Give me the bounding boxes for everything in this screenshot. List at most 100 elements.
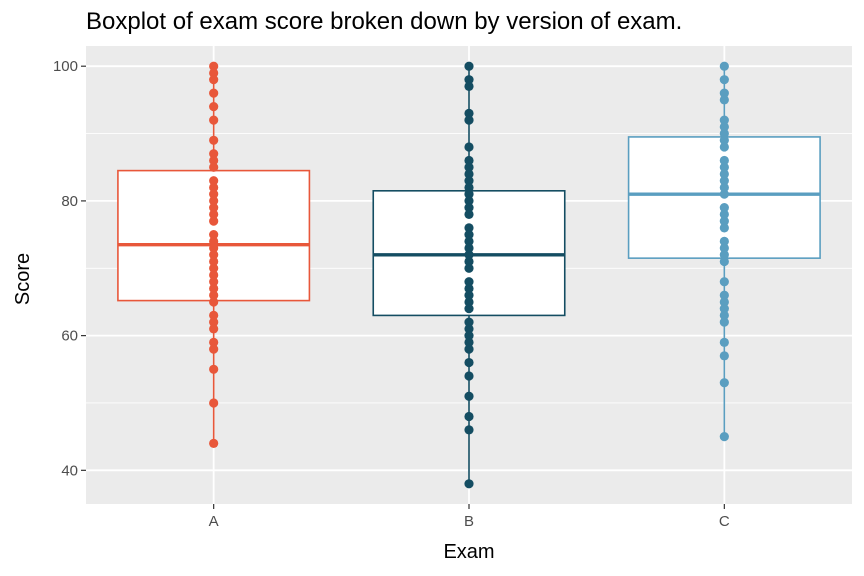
data-point (719, 432, 729, 442)
data-point (209, 337, 219, 347)
data-point (464, 337, 474, 347)
data-point (719, 122, 729, 132)
box-c (627, 61, 821, 442)
data-point (464, 203, 474, 213)
data-point (719, 169, 729, 179)
data-point (464, 196, 474, 206)
data-point (719, 297, 729, 307)
data-point (719, 337, 729, 347)
data-point (719, 277, 729, 287)
data-point (209, 283, 219, 294)
x-axis-title: Exam (443, 541, 494, 563)
data-point (464, 61, 474, 71)
data-point (464, 479, 474, 489)
data-point (719, 142, 729, 152)
data-point (464, 108, 474, 118)
data-point (464, 344, 474, 354)
data-point (464, 142, 474, 152)
data-point (209, 290, 219, 300)
data-point (209, 216, 219, 226)
data-point (464, 425, 474, 435)
data-point (719, 216, 729, 226)
data-point (719, 176, 729, 186)
data-point (209, 75, 219, 85)
data-point (464, 75, 474, 85)
data-point (209, 277, 219, 287)
x-tick-label: A (209, 513, 219, 530)
data-point (464, 169, 474, 179)
data-point (464, 236, 474, 246)
data-point (209, 243, 219, 253)
data-point (209, 229, 219, 240)
data-point (464, 209, 474, 219)
data-point (719, 182, 729, 193)
data-point (209, 196, 219, 206)
data-point (719, 256, 729, 267)
data-point (209, 135, 219, 145)
data-point (719, 155, 729, 166)
data-point (719, 135, 729, 145)
data-point (464, 182, 474, 193)
x-tick-label: B (464, 513, 474, 530)
data-point (464, 411, 474, 422)
data-point (209, 398, 219, 408)
data-point (464, 324, 474, 334)
data-point (719, 75, 729, 85)
data-point (464, 304, 474, 314)
data-point (209, 263, 219, 273)
data-point (209, 162, 219, 172)
data-point (464, 357, 474, 368)
data-point (719, 128, 729, 139)
data-point (209, 256, 219, 267)
data-point (209, 155, 219, 166)
data-point (464, 81, 474, 92)
data-point (719, 203, 729, 213)
x-tick-label: C (719, 513, 730, 530)
data-point (209, 364, 219, 374)
data-point (464, 331, 474, 341)
data-point (464, 250, 474, 260)
box-series (117, 61, 821, 489)
data-point (464, 115, 474, 125)
y-tick-label: 60 (61, 328, 78, 345)
data-point (209, 236, 219, 246)
data-point (719, 250, 729, 260)
data-point (719, 95, 729, 105)
data-point (719, 243, 729, 253)
data-point (719, 378, 729, 388)
data-point (464, 290, 474, 300)
data-point (209, 115, 219, 125)
data-point (719, 189, 729, 199)
data-point (209, 189, 219, 199)
data-point (209, 88, 219, 98)
data-point (464, 162, 474, 172)
data-point (719, 304, 729, 314)
data-point (209, 310, 219, 321)
data-point (209, 182, 219, 193)
data-point (209, 250, 219, 260)
data-point (464, 317, 474, 327)
data-point (719, 223, 729, 233)
data-point (209, 438, 219, 448)
data-point (464, 223, 474, 233)
data-point (209, 209, 219, 219)
data-point (209, 102, 219, 112)
data-point (464, 189, 474, 199)
data-point (209, 317, 219, 327)
data-point (719, 115, 729, 125)
data-point (464, 391, 474, 401)
data-point (719, 317, 729, 327)
data-point (209, 324, 219, 334)
box-b (372, 61, 566, 489)
data-point (209, 203, 219, 213)
box-a (117, 61, 311, 448)
data-point (209, 68, 219, 78)
data-point (464, 243, 474, 253)
data-point (464, 256, 474, 267)
data-point (719, 351, 729, 361)
data-point (719, 310, 729, 321)
data-point (209, 61, 219, 71)
chart-title: Boxplot of exam score broken down by ver… (86, 8, 683, 35)
data-point (719, 290, 729, 300)
